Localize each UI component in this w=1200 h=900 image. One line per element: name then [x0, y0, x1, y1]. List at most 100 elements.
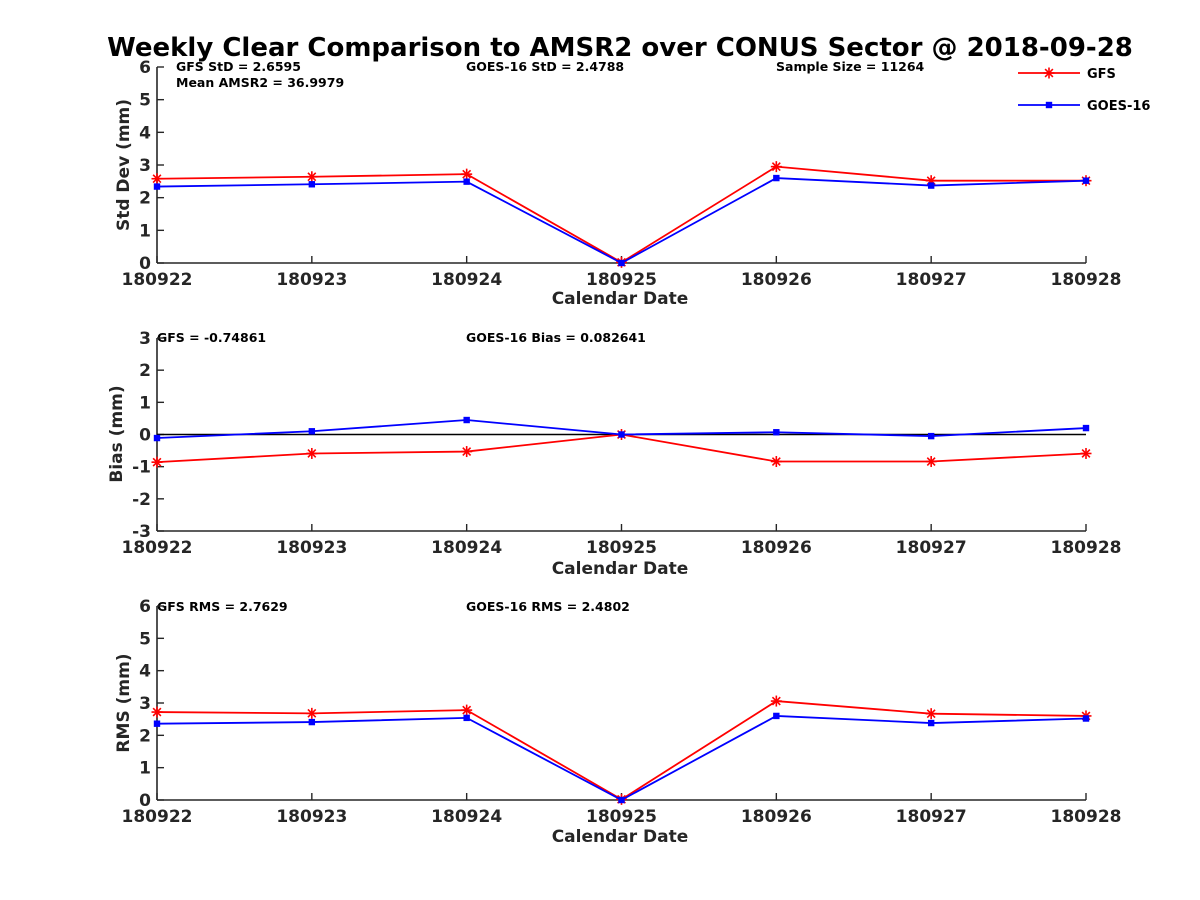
data-point-gfs: [770, 161, 782, 173]
y-tick-label: 1: [139, 759, 151, 779]
data-point-goes16: [153, 183, 161, 190]
x-tick-label: 180926: [741, 270, 812, 290]
legend-marker-symbol: [1043, 67, 1055, 79]
legend-marker-goes16: [1045, 101, 1053, 109]
x-tick-label: 180922: [122, 807, 193, 827]
legend-label-gfs: GFS: [1087, 67, 1116, 82]
data-point-goes16: [1082, 177, 1090, 184]
x-tick-label: 180923: [276, 807, 347, 827]
x-tick-label: 180927: [896, 807, 967, 827]
x-tick-label: 180922: [122, 538, 193, 558]
data-point-goes16: [308, 428, 316, 435]
x-tick-label: 180928: [1051, 807, 1122, 827]
y-tick-label: -2: [132, 490, 151, 510]
x-tick-label: 180927: [896, 270, 967, 290]
y-tick-label: 4: [139, 123, 151, 143]
legend-label-goes16: GOES-16: [1087, 99, 1150, 114]
data-point-goes16: [463, 714, 470, 722]
y-tick-label: 6: [139, 58, 151, 78]
legend: GFS GOES-16: [1010, 58, 1160, 122]
y-tick-label: 5: [139, 629, 151, 649]
plot-area-std-dev: 0 1 2 3 4 5 6 180922 180923 180924 180925 180926 180…: [122, 58, 1122, 290]
legend-entry-gfs: GFS: [1018, 67, 1116, 82]
data-point-goes16: [1082, 715, 1090, 722]
data-point-goes16: [153, 434, 161, 442]
plot-area-rms: 0 1 2 3 4 5 6 180922 180923 180924 180925 180926 180…: [122, 597, 1122, 827]
y-tick-label: 3: [139, 329, 151, 349]
legend-box: [1010, 58, 1160, 122]
x-tick-label: 180928: [1051, 270, 1122, 290]
data-point-goes16: [773, 429, 780, 436]
panel-bias: GFS = -0.74861 GOES-16 Bias = 0.082641 C…: [107, 329, 1121, 579]
annotation-goes16-bias: GOES-16 Bias = 0.082641: [466, 330, 646, 345]
legend-entry-goes16: GOES-16: [1018, 99, 1150, 114]
annotation-gfs-std: GFS StD = 2.6595: [176, 59, 301, 74]
data-point-gfs: [151, 173, 163, 185]
y-tick-label: 6: [139, 597, 151, 617]
y-tick-label: 0: [139, 791, 151, 811]
data-point-gfs: [461, 704, 473, 716]
y-tick-label: 2: [139, 361, 151, 381]
data-point-goes16: [773, 174, 780, 182]
x-axis-label-bias: Calendar Date: [552, 559, 689, 579]
annotation-gfs-bias: GFS = -0.74861: [157, 330, 266, 345]
x-tick-label: 180926: [741, 538, 812, 558]
data-point-goes16: [308, 718, 316, 726]
y-tick-label: 0: [139, 426, 151, 446]
y-axis-label-std-dev: Std Dev (mm): [114, 99, 134, 231]
y-tick-label: 1: [139, 221, 151, 241]
y-tick-label: -3: [132, 522, 151, 542]
data-point-gfs: [770, 695, 782, 707]
data-point-goes16: [773, 712, 780, 720]
x-tick-label: 180923: [276, 270, 347, 290]
y-tick-label: 2: [139, 189, 151, 209]
y-axis-label-bias: Bias (mm): [107, 385, 127, 482]
data-point-goes16: [618, 259, 625, 267]
annotation-sample-size: Sample Size = 11264: [776, 59, 925, 74]
data-point-gfs: [151, 456, 163, 468]
x-tick-label: 180925: [586, 538, 657, 558]
plot-area-bias: -3 -2 -1 0 1 2 3 180922 180923 180924 180925 180926…: [122, 329, 1122, 558]
data-point-gfs: [1080, 447, 1092, 459]
x-tick-label: 180927: [896, 538, 967, 558]
figure-title: Weekly Clear Comparison to AMSR2 over CO…: [107, 33, 1133, 63]
data-point-gfs: [770, 456, 782, 468]
y-tick-label: 3: [139, 156, 151, 176]
y-tick-label: 3: [139, 694, 151, 714]
panel-rms: GFS RMS = 2.7629 GOES-16 RMS = 2.4802 Ca…: [114, 597, 1121, 847]
annotation-gfs-rms: GFS RMS = 2.7629: [157, 599, 288, 614]
x-tick-label: 180925: [586, 807, 657, 827]
data-point-goes16: [927, 432, 935, 440]
data-point-goes16: [618, 431, 625, 438]
data-point-goes16: [927, 719, 935, 727]
data-point-gfs: [925, 708, 937, 720]
data-point-gfs: [306, 707, 318, 719]
x-tick-label: 180922: [122, 270, 193, 290]
x-tick-label: 180924: [431, 807, 502, 827]
data-point-gfs: [461, 168, 473, 180]
panel-std-dev: GFS StD = 2.6595 Mean AMSR2 = 36.9979 GO…: [114, 58, 1121, 309]
y-tick-label: 0: [139, 254, 151, 274]
x-tick-label: 180926: [741, 807, 812, 827]
data-point-gfs: [925, 456, 937, 468]
legend-marker-gfs: [1043, 67, 1055, 79]
y-tick-label: 1: [139, 393, 151, 413]
y-tick-label: 4: [139, 662, 151, 682]
legend-marker-symbol: [1045, 101, 1053, 109]
x-tick-label: 180925: [586, 270, 657, 290]
x-axis-label-rms: Calendar Date: [552, 827, 689, 847]
annotation-goes16-rms: GOES-16 RMS = 2.4802: [466, 599, 630, 614]
data-point-goes16: [463, 416, 470, 424]
data-point-goes16: [927, 182, 935, 189]
x-tick-label: 180923: [276, 538, 347, 558]
data-point-gfs: [461, 446, 473, 458]
data-point-gfs: [306, 447, 318, 459]
y-tick-label: 5: [139, 91, 151, 111]
data-point-goes16: [153, 720, 161, 727]
data-point-gfs: [306, 171, 318, 183]
x-tick-label: 180924: [431, 270, 502, 290]
x-tick-label: 180924: [431, 538, 502, 558]
data-point-gfs: [151, 706, 163, 718]
